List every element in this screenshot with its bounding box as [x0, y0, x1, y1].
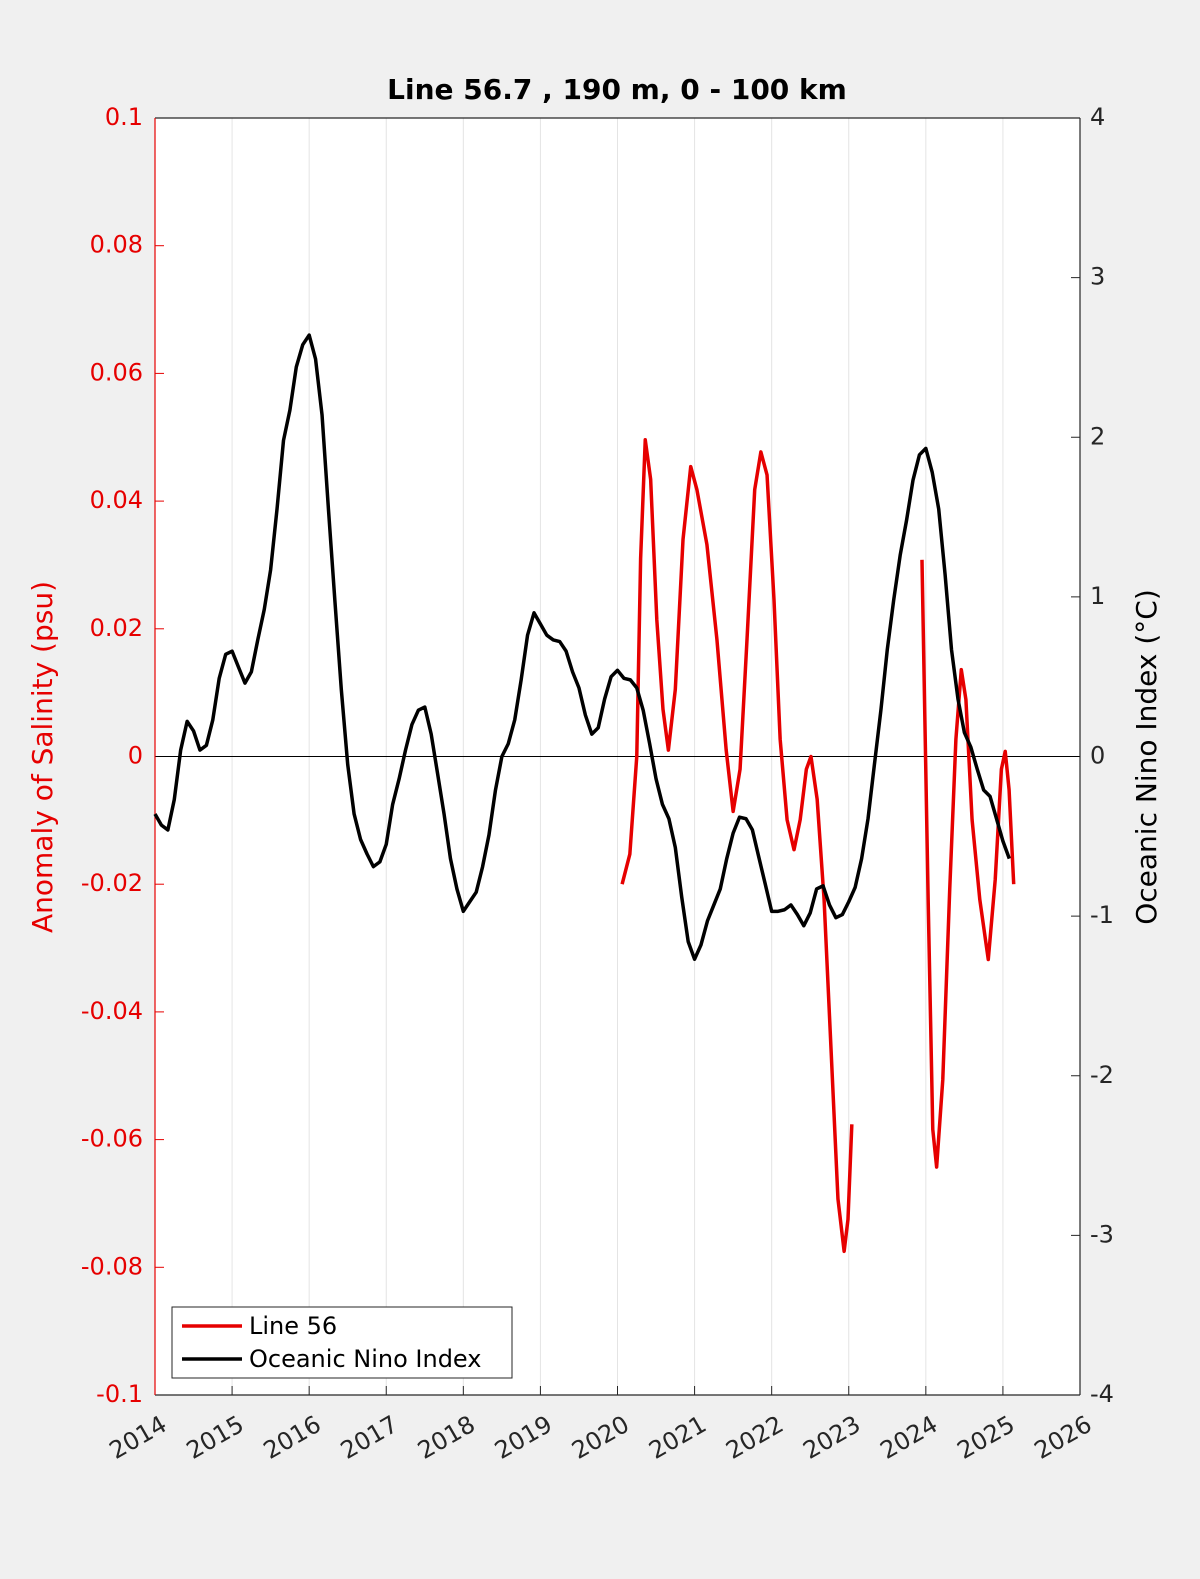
y-tick-label: 0.02	[90, 614, 143, 642]
y-tick-label: -0.06	[81, 1125, 143, 1153]
x-tick-label: 2016	[259, 1410, 326, 1465]
y-tick-label: 0	[128, 742, 143, 770]
y2-tick-label: -2	[1090, 1061, 1114, 1089]
x-tick-label: 2017	[336, 1410, 403, 1465]
series-line	[153, 333, 1011, 961]
y2-tick-label: 0	[1090, 742, 1105, 770]
y2-tick-label: 4	[1090, 103, 1105, 131]
y-tick-label: 0.1	[105, 103, 143, 131]
y2-tick-label: 3	[1090, 263, 1105, 291]
y-tick-label: 0.06	[90, 358, 143, 386]
x-tick-label: 2022	[721, 1410, 788, 1465]
y2-tick-label: -3	[1090, 1220, 1114, 1248]
x-tick-label: 2021	[644, 1410, 711, 1465]
x-tick-label: 2015	[182, 1410, 249, 1465]
legend-box	[171, 1306, 513, 1379]
y-tick-label: -0.08	[81, 1252, 143, 1280]
y-axis-label: Anomaly of Salinity (psu)	[26, 581, 59, 933]
x-tick-label: 2018	[413, 1410, 480, 1465]
series-line	[620, 438, 1016, 1254]
x-tick-label: 2024	[875, 1410, 942, 1465]
x-tick-label: 2014	[105, 1410, 172, 1465]
y-tick-label: 0.08	[90, 231, 143, 259]
y2-tick-label: -1	[1090, 901, 1114, 929]
y-tick-label: 0.04	[90, 486, 143, 514]
chart-title: Line 56.7 , 190 m, 0 - 100 km	[387, 73, 847, 106]
x-tick-label: 2019	[490, 1410, 557, 1465]
y-tick-label: -0.1	[96, 1380, 143, 1408]
y2-tick-label: 1	[1090, 582, 1105, 610]
x-tick-label: 2023	[798, 1410, 865, 1465]
y-tick-label: -0.02	[81, 869, 143, 897]
legend-label: Oceanic Nino Index	[249, 1345, 481, 1373]
legend-label: Line 56	[249, 1312, 337, 1340]
y2-tick-label: 2	[1090, 422, 1105, 450]
y2-tick-label: -4	[1090, 1380, 1114, 1408]
x-tick-label: 2026	[1030, 1410, 1097, 1465]
y2-axis-label: Oceanic Nino Index (°C)	[1130, 589, 1163, 925]
x-tick-label: 2020	[567, 1410, 634, 1465]
y-tick-label: -0.04	[81, 997, 143, 1025]
x-tick-label: 2025	[953, 1410, 1020, 1465]
